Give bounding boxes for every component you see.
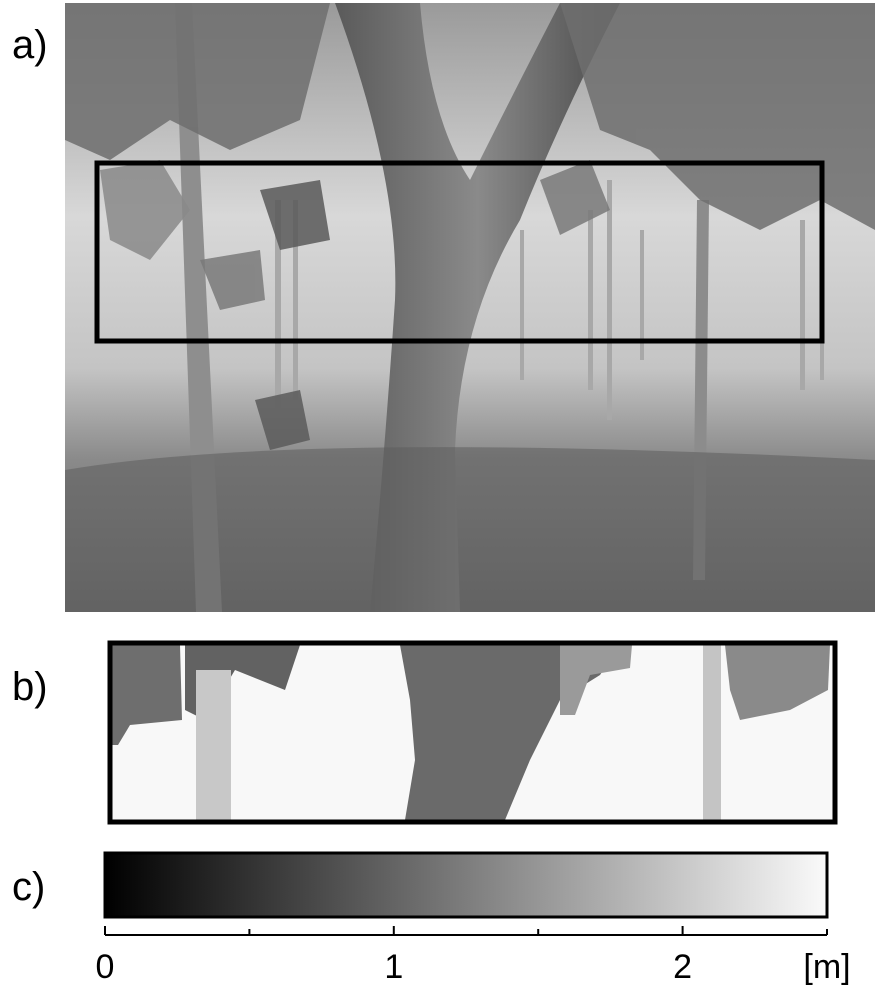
panel-label: a) (12, 23, 48, 67)
unit-label: [m] (803, 948, 850, 986)
panel-label: c) (12, 865, 45, 909)
figure: a) b) c) (0, 0, 875, 988)
photo (65, 3, 875, 612)
tick-label: 1 (384, 948, 403, 986)
panel-label: b) (12, 665, 48, 709)
tick-label: 0 (96, 948, 115, 986)
colorbar (105, 853, 827, 917)
tick-label: 2 (673, 948, 692, 986)
depth-map (110, 643, 835, 822)
